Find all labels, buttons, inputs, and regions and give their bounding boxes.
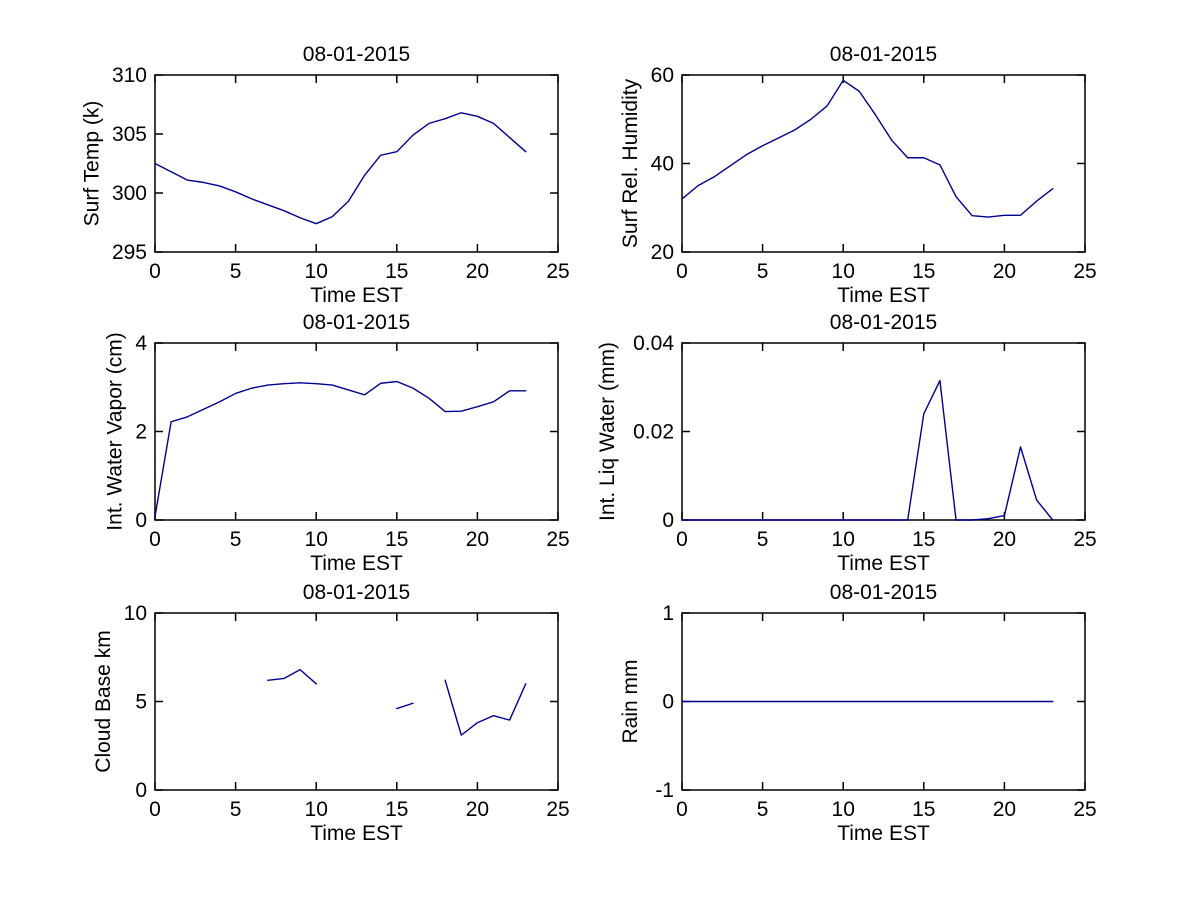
x-tick-label: 20 [466,260,489,283]
x-tick-label: 20 [466,528,489,551]
data-line [154,380,527,518]
y-tick-label: 0 [662,509,674,532]
axes-box [154,342,559,521]
x-tick-label: 20 [466,798,489,821]
x-tick-label: 25 [546,260,569,283]
x-axis-label: Time EST [837,822,930,845]
subplot-title: 08-01-2015 [830,311,937,334]
x-tick-label: 5 [230,798,242,821]
subplot-title: 08-01-2015 [830,581,937,604]
y-tick-label: 60 [651,64,674,87]
y-tick-label: 295 [112,241,147,264]
x-tick-label: 15 [385,798,408,821]
x-axis-label: Time EST [837,552,930,575]
x-tick-label: 15 [912,260,935,283]
y-tick-label: 0.02 [633,421,674,444]
subplot-title: 08-01-2015 [830,43,937,66]
x-tick-label: 0 [149,798,161,821]
x-axis-label: Time EST [310,822,403,845]
x-tick-label: 0 [676,260,688,283]
y-tick-label: 10 [124,602,147,625]
x-tick-label: 15 [385,260,408,283]
x-tick-label: 10 [305,798,328,821]
x-tick-label: 0 [149,260,161,283]
x-axis-label: Time EST [837,284,930,307]
x-axis-label: Time EST [310,552,403,575]
x-tick-label: 10 [832,798,855,821]
x-tick-label: 10 [305,528,328,551]
y-tick-label: 20 [651,241,674,264]
x-tick-label: 25 [1073,260,1096,283]
y-tick-label: -1 [655,779,674,802]
y-axis-label: Surf Temp (k) [81,101,104,227]
y-axis-label: Int. Liq Water (mm) [596,342,619,521]
subplot-title: 08-01-2015 [303,43,410,66]
subplot-title: 08-01-2015 [303,311,410,334]
x-tick-label: 5 [230,528,242,551]
x-tick-label: 0 [676,528,688,551]
x-tick-label: 5 [757,260,769,283]
axes-box [681,74,1086,253]
y-tick-label: 305 [112,123,147,146]
x-tick-label: 0 [676,798,688,821]
x-tick-label: 15 [912,798,935,821]
y-tick-label: 5 [135,691,147,714]
y-tick-label: 310 [112,64,147,87]
data-line [681,79,1054,218]
x-axis-label: Time EST [310,284,403,307]
y-tick-label: 0 [135,779,147,802]
x-tick-label: 25 [546,798,569,821]
data-line [154,112,527,225]
x-tick-label: 10 [305,260,328,283]
x-tick-label: 25 [1073,798,1096,821]
subplot-4: 0 5 10 15 20 25 0 0.02 0.04 08-01-2015 Time EST Int… [596,311,1097,575]
x-tick-label: 5 [757,798,769,821]
x-tick-label: 20 [993,798,1016,821]
subplot-5: 0 5 10 15 20 25 0 5 10 08-01-2015 Time EST Cloud Ba… [92,581,570,845]
axes-box [681,342,1086,521]
x-tick-label: 25 [546,528,569,551]
axes-box [154,612,559,791]
y-axis-label: Cloud Base km [92,630,115,772]
subplot-3: 0 5 10 15 20 25 0 2 4 08-01-2015 Time EST Int. Wate… [104,311,570,575]
y-axis-label: Surf Rel. Humidity [619,78,642,248]
y-tick-label: 4 [135,332,147,355]
y-tick-label: 2 [135,421,147,444]
x-tick-label: 20 [993,260,1016,283]
y-tick-label: 0 [135,509,147,532]
y-tick-label: 300 [112,182,147,205]
data-line [267,668,527,736]
y-tick-label: 40 [651,153,674,176]
y-tick-label: 0 [662,691,674,714]
subplot-title: 08-01-2015 [303,581,410,604]
x-tick-label: 15 [912,528,935,551]
x-tick-label: 5 [757,528,769,551]
y-axis-label: Int. Water Vapor (cm) [104,332,127,530]
x-tick-label: 5 [230,260,242,283]
x-tick-label: 10 [832,260,855,283]
data-line [681,379,1054,521]
axes-box [154,74,559,253]
x-tick-label: 20 [993,528,1016,551]
x-tick-label: 10 [832,528,855,551]
subplot-1: 0 5 10 15 20 25 295 300 305 310 08-01-2015 Time EST… [81,43,570,307]
subplot-2: 0 5 10 15 20 25 20 40 60 08-01-2015 Time EST Surf R… [619,43,1097,307]
y-tick-label: 0.04 [633,332,674,355]
y-tick-label: 1 [662,602,674,625]
x-tick-label: 25 [1073,528,1096,551]
x-tick-label: 15 [385,528,408,551]
x-tick-label: 0 [149,528,161,551]
y-axis-label: Rain mm [619,659,642,743]
